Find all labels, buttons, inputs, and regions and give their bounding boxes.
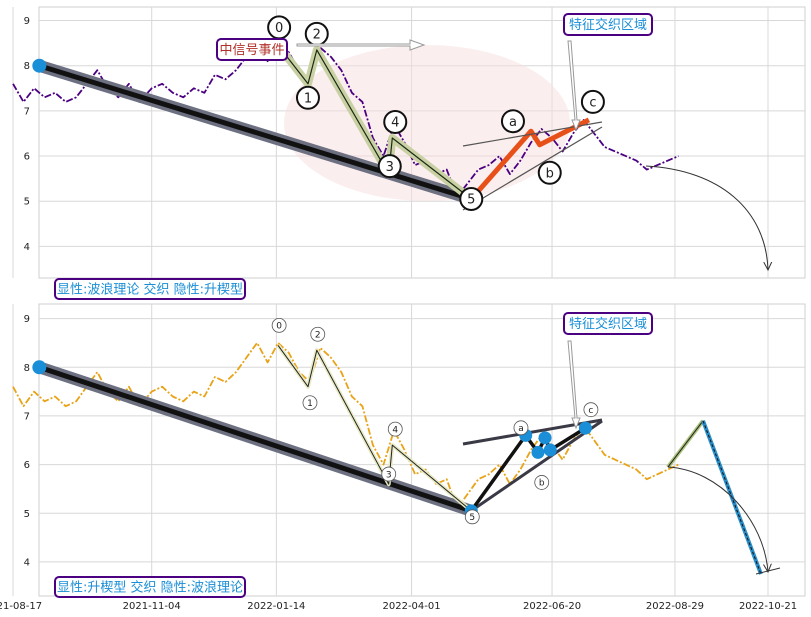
wave-label-2: 1 (304, 91, 312, 106)
wedge-touch-point (531, 445, 545, 459)
wedge-touch-point (578, 421, 592, 435)
panel-title-top: 显性:波浪理论 交织 隐性:升楔型 (57, 282, 243, 298)
panel-title-bottom: 显性:升楔型 交织 隐性:波浪理论 (57, 580, 243, 596)
x-tick-label: 2022-01-14 (247, 601, 305, 612)
wave-label-bottom-6: 5 (469, 513, 475, 523)
y-tick-label: 6 (24, 152, 30, 163)
wave-label-bottom-5: 4 (392, 425, 398, 435)
y-tick-label: 8 (24, 61, 30, 72)
abc-label-bottom-0: a (518, 424, 524, 434)
y-tick-label: 4 (24, 242, 30, 253)
y-tick-label: 5 (24, 197, 30, 208)
feature-zone-label-bottom-box (563, 312, 653, 335)
feature-zone-label-top: 特征交织区域 (569, 17, 647, 33)
feature-zone-label-top-box (563, 13, 653, 36)
projection-target-tick (755, 567, 781, 575)
wave-label-bottom-2-circle (302, 395, 318, 411)
wedge-upper-line-bottom (462, 418, 603, 446)
wave-label-6: 5 (467, 193, 475, 208)
x-tick-label: 2022-10-21 (739, 601, 797, 612)
projection-arrow-top (645, 165, 768, 270)
wave-label-bottom-2: 1 (307, 399, 313, 409)
wave-label-4-circle (377, 154, 402, 179)
x-tick-label: 2022-04-01 (383, 601, 441, 612)
y-tick-label: 4 (24, 557, 30, 568)
abc-label-bottom-1-circle (534, 475, 550, 490)
wave-count-line (277, 45, 472, 200)
wave-label-1: 0 (275, 21, 283, 36)
projection-up-line (667, 420, 704, 468)
impulse-wave-line-bottom (36, 364, 474, 514)
wave-label-6-circle (459, 186, 484, 211)
wave-label-bottom-4: 3 (386, 470, 392, 480)
wave-label-bottom-1-circle (271, 317, 287, 333)
wedge-lower-line-bottom (470, 419, 603, 513)
x-tick-label: 2022-06-20 (523, 601, 581, 612)
abc-label-1-circle (537, 160, 562, 185)
plot-area (38, 303, 806, 597)
y-tick-label: 9 (24, 16, 30, 27)
abc-label-0-circle (500, 109, 525, 134)
x-tick-label: 2022-08-29 (646, 601, 704, 612)
wedge-touch-point (538, 431, 552, 445)
x-tick-label: 2021-11-04 (123, 601, 181, 612)
y-tick-label: 6 (24, 460, 30, 471)
wave-label-4: 3 (386, 160, 394, 175)
panel-title-bottom-box (54, 576, 246, 598)
y-tick-label: 7 (24, 106, 30, 117)
wave-label-bottom-3: 2 (315, 330, 321, 340)
abc-label-bottom-0-circle (513, 420, 529, 436)
signal-event-arrow (296, 39, 426, 51)
y-tick-label: 9 (24, 314, 30, 325)
wave-label-2-circle (295, 85, 320, 110)
abc-label-0: a (509, 115, 517, 130)
x-tick-label: 2021-08-17 (0, 601, 42, 612)
wedge-lower-line (462, 126, 603, 211)
abc-label-bottom-2: c (588, 406, 593, 416)
abc-correction-line (469, 117, 591, 201)
wave-label-5: 4 (391, 116, 399, 131)
wedge-touch-point (543, 443, 557, 457)
impulse-wave-line (36, 63, 474, 202)
projection-arrow-bottom (667, 466, 768, 572)
wedge-upper-line (462, 121, 603, 147)
wave-label-bottom-4-circle (381, 466, 397, 482)
wave-start-marker-bottom (32, 360, 47, 375)
wave-start-marker (32, 58, 47, 73)
wave-label-bottom-6-circle (464, 509, 480, 525)
panel-title-top-box (54, 278, 246, 300)
abc-label-bottom-1: b (539, 479, 545, 489)
wedge-zigzag-line (469, 426, 587, 512)
abc-label-2: c (589, 96, 596, 111)
y-tick-label: 7 (24, 411, 30, 422)
wave-count-line-bottom (277, 345, 472, 512)
y-tick-label: 8 (24, 363, 30, 374)
wave-label-bottom-3-circle (310, 326, 326, 342)
wave-label-3: 2 (313, 28, 321, 43)
signal-event-label-box (216, 38, 288, 61)
y-tick-label: 5 (24, 509, 30, 520)
wave-label-bottom-1: 0 (276, 322, 282, 332)
feature-zone-label-bottom: 特征交织区域 (569, 316, 647, 332)
abc-label-2-circle (580, 89, 605, 114)
feature-zone-arrow-top (567, 40, 581, 132)
wave-label-bottom-5-circle (387, 421, 403, 437)
abc-label-1: b (546, 166, 554, 181)
wave-label-5-circle (383, 109, 408, 134)
abc-label-bottom-2-circle (583, 402, 599, 418)
signal-event-label: 中信号事件 (219, 43, 284, 58)
feature-zone-arrow-bottom (567, 340, 581, 430)
